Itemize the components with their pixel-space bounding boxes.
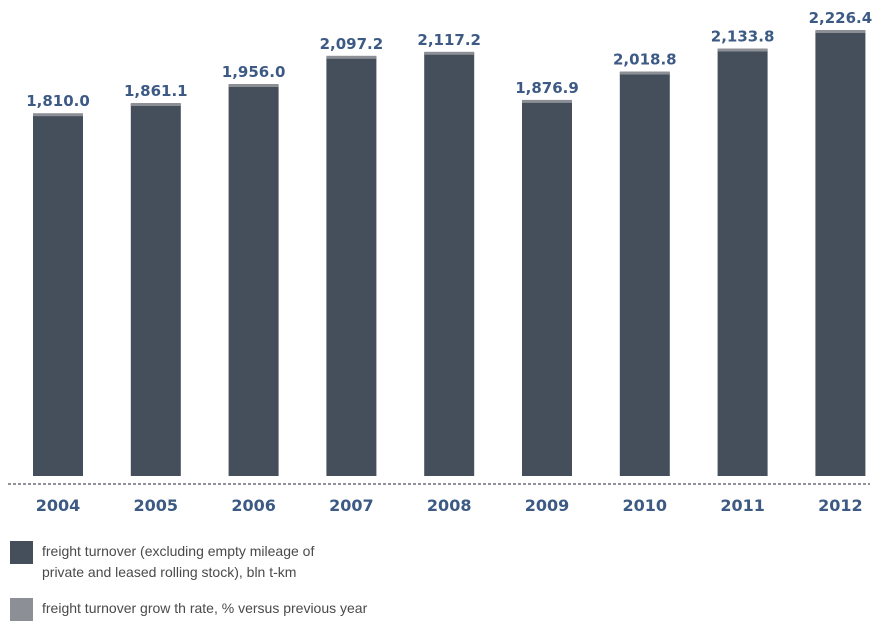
growth-cap-2011 xyxy=(717,48,768,52)
legend-item-growth-rate: freight turnover grow th rate, % versus … xyxy=(10,598,402,621)
value-label-2007: 2,097.2 xyxy=(320,35,384,53)
bar-2005 xyxy=(130,104,181,476)
value-label-2012: 2,226.4 xyxy=(809,9,873,27)
growth-cap-2008 xyxy=(424,51,475,55)
tick-label-2006: 2006 xyxy=(231,496,276,515)
value-label-2005: 1,861.1 xyxy=(124,82,188,100)
bar-2006 xyxy=(228,85,279,476)
value-labels-group: 1,810.0 1,861.1 1,956.0 2,097.2 2,117.2 1,876… xyxy=(26,9,872,110)
growth-cap-2009 xyxy=(522,99,572,103)
growth-cap-2006 xyxy=(228,84,279,87)
value-label-2009: 1,876.9 xyxy=(515,79,579,97)
legend-swatch-growth-rate xyxy=(10,598,33,621)
growth-cap-2010 xyxy=(619,71,670,75)
legend-label-growth-rate: freight turnover grow th rate, % versus … xyxy=(42,600,368,616)
bar-chart: 1,810.0 1,861.1 1,956.0 2,097.2 2,117.2 1,876… xyxy=(8,9,872,515)
legend-label-freight-turnover: freight turnover (excluding empty mileag… xyxy=(42,543,315,580)
bar-2011 xyxy=(717,49,768,476)
bars-group xyxy=(33,30,866,477)
growth-cap-2007 xyxy=(326,55,377,59)
x-axis-tick-labels: 2004 2005 2006 2007 2008 2009 2010 2011 2012 xyxy=(36,496,863,515)
bar-2004 xyxy=(33,114,83,476)
bar-2009 xyxy=(522,100,572,477)
tick-label-2010: 2010 xyxy=(623,496,668,515)
tick-label-2005: 2005 xyxy=(134,496,179,515)
value-label-2011: 2,133.8 xyxy=(711,28,775,46)
bar-2008 xyxy=(424,52,475,477)
tick-label-2004: 2004 xyxy=(36,496,81,515)
value-label-2010: 2,018.8 xyxy=(613,51,677,69)
growth-cap-2012 xyxy=(815,30,866,33)
legend-item-freight-turnover: freight turnover (excluding empty mileag… xyxy=(10,541,402,583)
tick-label-2009: 2009 xyxy=(525,496,570,515)
legend: freight turnover (excluding empty mileag… xyxy=(10,541,402,621)
tick-label-2012: 2012 xyxy=(818,496,863,515)
tick-label-2007: 2007 xyxy=(329,496,374,515)
growth-cap-2004 xyxy=(33,113,83,117)
growth-cap-2005 xyxy=(130,103,181,106)
tick-label-2008: 2008 xyxy=(427,496,472,515)
bar-2010 xyxy=(619,72,670,476)
bar-2012 xyxy=(815,31,866,476)
tick-label-2011: 2011 xyxy=(720,496,765,515)
bar-2007 xyxy=(326,56,377,477)
value-label-2008: 2,117.2 xyxy=(417,31,481,49)
legend-swatch-freight-turnover xyxy=(10,541,33,564)
value-label-2006: 1,956.0 xyxy=(222,63,286,81)
value-label-2004: 1,810.0 xyxy=(26,92,90,110)
